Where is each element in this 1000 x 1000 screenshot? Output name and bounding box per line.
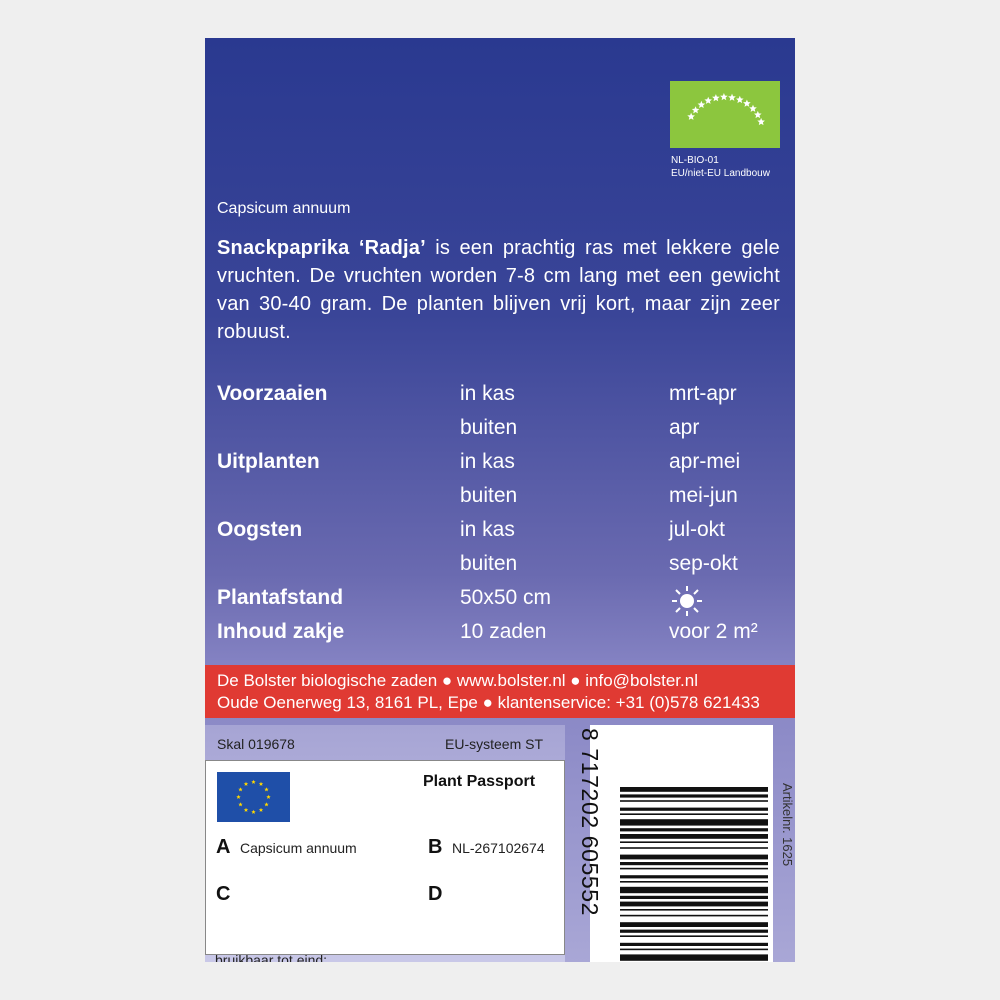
schedule-period: mei-jun	[669, 484, 738, 507]
schedule-place: buiten	[460, 552, 518, 575]
description: Snackpaprika ‘Radja’ is een prachtig ras…	[217, 234, 780, 346]
bar	[620, 909, 768, 911]
passport-value: Capsicum annuum	[240, 840, 357, 856]
article-number: Artikelnr. 1625	[780, 783, 795, 867]
bar	[620, 841, 768, 843]
bar	[620, 794, 768, 798]
description-text: is een prachtig ras met lekkere gele vru…	[217, 237, 780, 343]
schedule-place: 10 zaden	[460, 620, 547, 643]
bar	[620, 854, 768, 860]
bar	[620, 867, 768, 870]
schedule-period: apr	[669, 416, 700, 439]
skal: Skal 019678	[217, 736, 295, 752]
star	[264, 787, 269, 792]
passport-key: B	[428, 836, 443, 858]
schedule-place: in kas	[460, 382, 515, 405]
bar	[620, 881, 768, 883]
schedule-period: mrt-apr	[669, 382, 737, 405]
bar	[620, 834, 768, 839]
star	[264, 802, 269, 807]
eu-system: EU-systeem ST	[445, 736, 544, 752]
bar	[620, 886, 768, 894]
schedule-place: 50x50 cm	[460, 586, 552, 609]
bar	[620, 875, 768, 879]
contact-band	[205, 665, 795, 718]
plant-passport: Plant Passport A Capsicum annuum B NL-26710…	[205, 760, 565, 955]
passport-key: A	[216, 836, 231, 858]
star	[743, 99, 751, 107]
contact: De Bolster biologische zaden ● www.bolst…	[217, 671, 760, 712]
organic-code: NL-BIO-01 EU/niet-EU Landbouw	[671, 155, 770, 179]
passport-key: C	[216, 883, 231, 905]
variety-name: Snackpaprika ‘Radja’	[217, 237, 426, 259]
star	[258, 781, 264, 786]
star	[687, 112, 695, 120]
barcode	[620, 787, 768, 961]
star	[697, 100, 706, 108]
schedule-label: Oogsten	[217, 518, 303, 541]
star	[258, 807, 264, 812]
schedule-period: jul-okt	[669, 518, 726, 541]
bar	[620, 813, 768, 815]
eu-organic-logo	[670, 81, 780, 148]
schedule-label: Voorzaaien	[217, 382, 328, 405]
star	[720, 93, 728, 101]
passport-value: NL-267102674	[452, 840, 545, 856]
passport-title: Plant Passport	[423, 773, 536, 790]
bar	[620, 800, 768, 802]
bar	[620, 929, 768, 933]
bar	[620, 787, 768, 792]
star	[757, 117, 765, 126]
star	[691, 106, 700, 114]
bar	[620, 914, 768, 917]
schedule-place: in kas	[460, 518, 515, 541]
botanical-name: Capsicum annuum	[217, 200, 351, 217]
star	[754, 110, 762, 119]
schedule-period: voor 2 m²	[669, 620, 758, 643]
bar	[620, 862, 768, 866]
schedule-place: in kas	[460, 450, 515, 473]
bar	[620, 819, 768, 826]
star	[243, 781, 249, 786]
star	[238, 802, 243, 807]
bar	[620, 828, 768, 832]
star	[704, 96, 712, 104]
bar	[620, 847, 768, 849]
star	[243, 807, 249, 812]
star	[251, 779, 256, 784]
bar	[620, 895, 768, 899]
sun-icon	[672, 586, 702, 616]
bar	[620, 954, 768, 961]
schedule-label: Plantafstand	[217, 586, 344, 609]
bar	[620, 948, 768, 951]
bar	[620, 807, 768, 811]
bar	[620, 935, 768, 937]
star	[251, 809, 256, 814]
bar	[620, 922, 768, 927]
schedule-period: apr-mei	[669, 450, 741, 473]
seed-packet: NL-BIO-01 EU/niet-EU Landbouw Capsicum an…	[205, 38, 795, 962]
star	[236, 794, 241, 799]
passport-key: D	[428, 883, 443, 905]
star	[712, 94, 720, 102]
barcode-digits: 8 717202 605552	[577, 728, 603, 917]
schedule-place: buiten	[460, 484, 518, 507]
star	[728, 93, 736, 101]
star	[266, 794, 271, 799]
eu-flag	[217, 772, 290, 822]
schedule-label: Uitplanten	[217, 450, 320, 473]
star	[238, 787, 243, 792]
star	[736, 95, 744, 104]
bar	[620, 942, 768, 946]
best-before: bruikbaar tot eind:	[215, 952, 328, 962]
schedule-place: buiten	[460, 416, 518, 439]
bar	[620, 901, 768, 907]
schedule-label: Inhoud zakje	[217, 620, 345, 643]
schedule-period: sep-okt	[669, 552, 738, 575]
